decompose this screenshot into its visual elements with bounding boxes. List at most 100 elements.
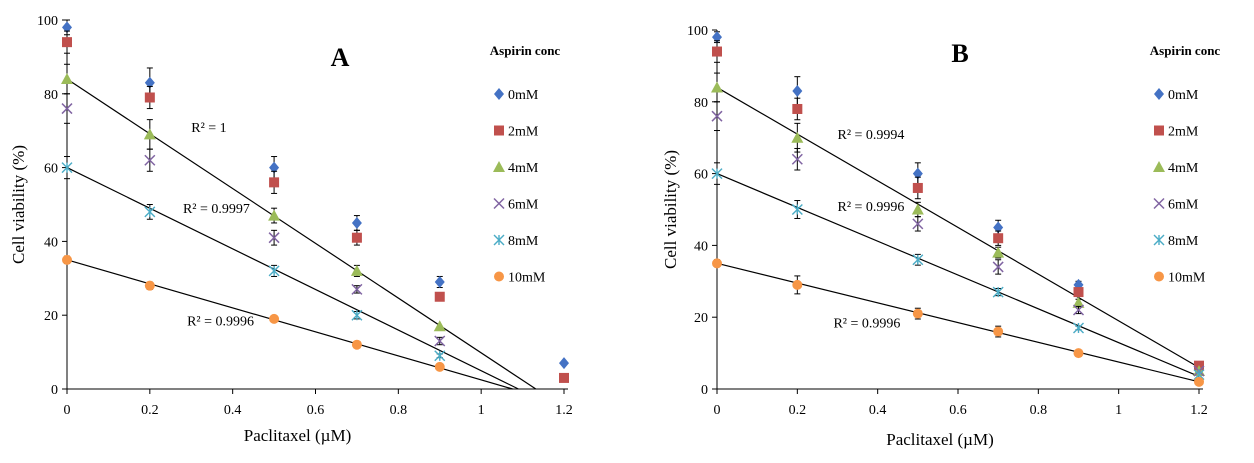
data-point: [912, 308, 923, 319]
r-squared-label: R² = 0.9994: [838, 128, 905, 143]
legend-label: 2mM: [508, 125, 539, 140]
data-point: [433, 320, 446, 332]
data-point-stroke: [1072, 304, 1085, 316]
y-tick-label: 100: [687, 24, 708, 39]
data-point: [992, 261, 1004, 273]
legend-marker: [1153, 161, 1165, 172]
trendline-8mM: [66, 167, 519, 390]
legend-marker-stroke: [493, 197, 505, 210]
data-point: [351, 216, 362, 229]
legend-label: 10mM: [1168, 271, 1206, 286]
trendline-4mM: [716, 86, 1200, 368]
r-squared-label: R² = 0.9996: [833, 317, 900, 332]
data-point: [1072, 296, 1085, 308]
y-axis-title: Cell viability (%): [9, 145, 28, 264]
data-point: [1072, 304, 1085, 316]
data-point: [434, 335, 446, 347]
legend-marker: [1154, 125, 1164, 136]
legend-label: 0mM: [1168, 88, 1199, 103]
x-tick-label: 1: [1115, 403, 1122, 418]
data-point: [712, 31, 722, 44]
data-point: [434, 361, 445, 372]
data-point: [61, 162, 73, 174]
legend-title: Aspirin conc: [1150, 43, 1221, 58]
x-tick-label: 0.2: [141, 403, 159, 418]
y-tick-label: 20: [44, 309, 58, 324]
data-point: [711, 110, 723, 122]
legend-marker: [1153, 234, 1165, 246]
data-point: [268, 265, 280, 277]
data-point: [143, 128, 156, 140]
data-point: [144, 92, 155, 103]
data-point: [712, 46, 722, 57]
x-tick-label: 0.8: [1030, 403, 1048, 418]
y-tick-label: 100: [37, 14, 58, 29]
x-tick-label: 0.6: [949, 403, 967, 418]
legend-label: 2mM: [1168, 125, 1199, 140]
legend-label: 4mM: [508, 161, 539, 176]
legend: Aspirin conc 0mM 2mM 4mM 6mM 8mM 10mM: [490, 43, 561, 286]
x-axis-title: Paclitaxel (µM): [244, 426, 352, 445]
panel-label: A: [331, 43, 350, 72]
x-tick-label: 0: [714, 403, 721, 418]
r-squared-label: R² = 1: [191, 121, 226, 136]
data-point: [559, 372, 569, 383]
data-point: [992, 286, 1004, 298]
r-squared-label: R² = 0.9996: [187, 315, 254, 330]
data-point: [350, 264, 363, 276]
legend-label: 10mM: [508, 271, 546, 286]
data-point: [434, 350, 446, 362]
trendline-8mM: [716, 173, 1200, 377]
trendline-10mM: [66, 259, 513, 390]
data-point: [792, 85, 803, 98]
trendline-4mM: [66, 78, 537, 390]
x-tick-label: 0.6: [307, 403, 325, 418]
y-axis-title: Cell viability (%): [661, 150, 680, 269]
data-point: [791, 204, 803, 215]
x-axis-title: Paclitaxel (µM): [886, 430, 994, 449]
series-4mM: [61, 63, 446, 332]
x-tick-label: 0.2: [789, 403, 807, 418]
data-point: [912, 182, 923, 193]
x-tick-label: 1: [478, 403, 485, 418]
legend-label: 0mM: [508, 88, 539, 103]
series-10mM: [712, 258, 1204, 387]
legend-label: 8mM: [1168, 234, 1199, 249]
data-point: [992, 246, 1005, 258]
data-point-stroke: [351, 283, 363, 295]
data-point: [144, 206, 156, 218]
series-0mM: [62, 19, 569, 370]
legend-marker: [494, 125, 504, 136]
legend-label: 4mM: [1168, 161, 1199, 176]
data-point: [351, 339, 362, 350]
series-6mM: [61, 93, 446, 347]
chart-panel-b: 0 20 40 60 80 100 0 0.2 0.4 0.6 0.8 1 1.2 Paclitaxel …: [661, 24, 1220, 449]
y-tick-label: 0: [51, 383, 58, 398]
series-10mM: [62, 254, 445, 372]
data-point: [434, 291, 445, 302]
legend-marker: [494, 88, 504, 100]
data-point: [993, 221, 1004, 234]
panel-label: B: [951, 39, 968, 68]
y-tick-label: 40: [44, 235, 58, 250]
data-point: [144, 154, 156, 166]
series-8mM: [61, 156, 446, 362]
legend-label: 6mM: [1168, 198, 1199, 213]
legend-marker: [493, 161, 505, 172]
data-point: [791, 153, 803, 165]
chart-panel-a: 0 20 40 60 80 100 0 0.2 0.4 0.6 0.8 1 1.2 Paclitaxel …: [9, 14, 573, 445]
legend-marker: [1154, 88, 1164, 100]
legend-marker: [1154, 271, 1164, 282]
legend: Aspirin conc 0mM 2mM 4mM 6mM 8mM 10mM: [1150, 43, 1221, 286]
data-point: [711, 81, 723, 93]
x-tick-label: 1.2: [1190, 403, 1208, 418]
data-point: [144, 280, 155, 291]
data-point: [559, 357, 569, 370]
data-point: [62, 254, 72, 265]
legend-marker-stroke: [1153, 197, 1165, 210]
y-tick-label: 60: [44, 162, 58, 177]
data-point-stroke: [268, 232, 280, 244]
data-point: [792, 103, 803, 114]
data-point: [993, 326, 1004, 337]
